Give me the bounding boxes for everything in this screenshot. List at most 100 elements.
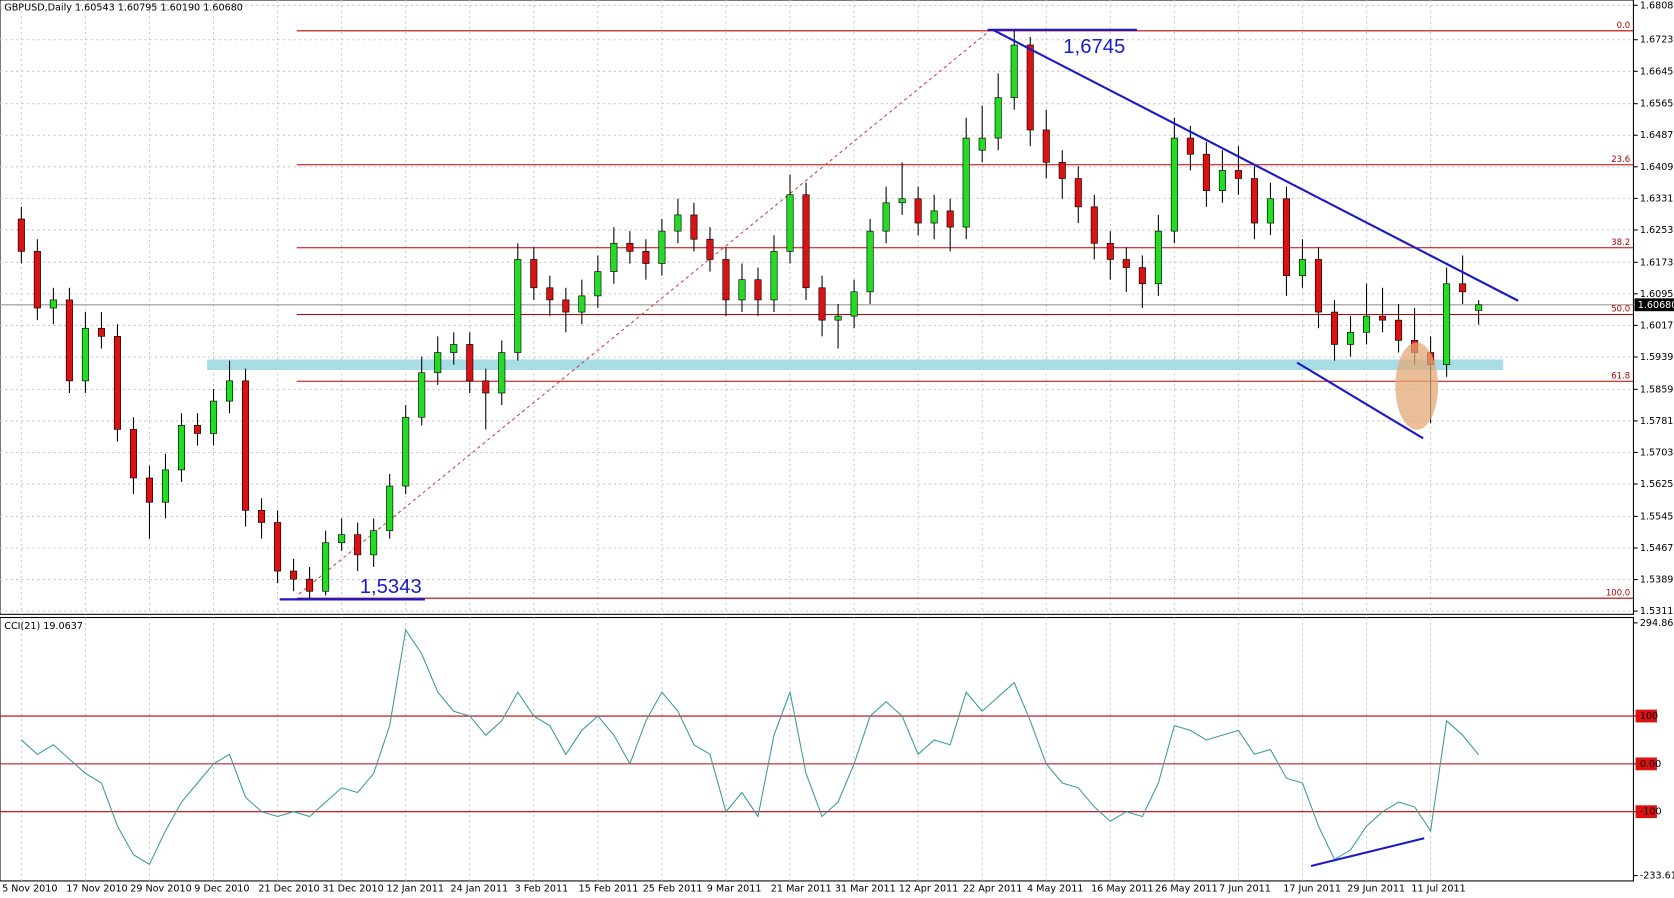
- candle-body: [754, 279, 762, 301]
- candle-body: [129, 429, 137, 479]
- x-tick-label: 4 May 2011: [1027, 883, 1083, 894]
- candle-body: [386, 485, 394, 531]
- support-band: [207, 359, 1504, 371]
- candle-body: [930, 210, 938, 224]
- x-tick-label: 15 Feb 2011: [579, 883, 639, 894]
- candle-body: [1154, 230, 1162, 285]
- highlight-ellipse: [1395, 342, 1439, 430]
- y-tick-label: -100: [1640, 807, 1662, 818]
- candle-body: [1218, 170, 1226, 191]
- y-tick-label: 0.00: [1640, 759, 1661, 770]
- lower-channel-line: [1296, 361, 1424, 440]
- candle-body: [1106, 242, 1114, 260]
- x-tick-label: 5 Nov 2010: [2, 883, 57, 894]
- level-box: [1635, 757, 1657, 771]
- fib-label: 38.2: [1611, 238, 1630, 248]
- candle-body: [209, 400, 218, 434]
- chart-title: GBPUSD,Daily 1.60543 1.60795 1.60190 1.6…: [4, 2, 243, 13]
- x-tick-label: 21 Mar 2011: [771, 883, 832, 894]
- candle-body: [722, 259, 730, 301]
- candle-body: [306, 578, 314, 592]
- candle-body: [81, 327, 89, 382]
- candle-body: [610, 242, 618, 272]
- fib-label: 0.0: [1617, 21, 1631, 31]
- y-tick-label: 1.55450: [1640, 511, 1674, 522]
- candle-body: [1266, 198, 1274, 224]
- annotation: 1,5343: [360, 576, 422, 598]
- x-tick-label: 25 Feb 2011: [643, 883, 703, 894]
- candle-body: [674, 214, 682, 232]
- y-tick-label: 1.68080: [1640, 0, 1674, 11]
- candle-body: [1443, 283, 1451, 365]
- candle-body: [274, 522, 282, 572]
- y-tick-label: 1.60170: [1640, 320, 1674, 331]
- x-tick-label: 29 Nov 2010: [130, 883, 191, 894]
- candle-body: [1042, 129, 1050, 163]
- candle-body: [658, 230, 666, 264]
- y-tick-label: 1.61730: [1640, 257, 1674, 268]
- candle-body: [978, 137, 986, 151]
- y-tick-label: -233.611: [1640, 871, 1674, 882]
- x-tick-label: 26 May 2011: [1155, 883, 1218, 894]
- y-tick-label: 1.53110: [1640, 606, 1674, 617]
- candle-body: [177, 425, 186, 471]
- x-tick-label: 29 Jun 2011: [1347, 883, 1405, 894]
- candle-body: [434, 352, 442, 374]
- candle-body: [834, 315, 842, 321]
- candle-body: [850, 291, 858, 317]
- candle-body: [1170, 137, 1178, 232]
- candle-body: [17, 218, 25, 252]
- y-tick-label: 1.53890: [1640, 575, 1674, 586]
- y-tick-label: 1.64870: [1640, 130, 1674, 141]
- candle-body: [242, 380, 250, 511]
- y-tick-label: 1.57030: [1640, 447, 1674, 458]
- candle-body: [514, 259, 522, 353]
- candle-body: [866, 230, 874, 293]
- candle-body: [290, 570, 298, 580]
- candle-body: [1250, 178, 1258, 224]
- candle-body: [322, 542, 330, 592]
- candle-body: [578, 295, 586, 313]
- candle-body: [482, 380, 490, 394]
- candle-body: [1395, 319, 1403, 341]
- cci-panel: [0, 616, 1634, 882]
- candle-body: [1475, 304, 1483, 311]
- candle-body: [1346, 331, 1355, 345]
- candle-body: [1379, 315, 1387, 321]
- y-tick-label: 1.56250: [1640, 479, 1674, 490]
- x-tick-label: 22 Apr 2011: [963, 883, 1022, 894]
- candle-body: [1282, 198, 1290, 276]
- candle-body: [1186, 137, 1194, 155]
- fib-label: 23.6: [1611, 155, 1630, 165]
- candle-body: [1058, 162, 1066, 179]
- candle-body: [594, 271, 602, 297]
- x-tick-label: 16 May 2011: [1091, 883, 1154, 894]
- candle-body: [1122, 259, 1130, 268]
- candle-body: [882, 202, 890, 232]
- candle-body: [49, 299, 57, 309]
- candle-body: [706, 238, 714, 260]
- candle-body: [562, 299, 570, 313]
- x-tick-label: 9 Dec 2010: [194, 883, 249, 894]
- candle-body: [1074, 178, 1082, 208]
- x-tick-label: 17 Nov 2010: [66, 883, 127, 894]
- trend-line: [992, 28, 1519, 302]
- candle-body: [113, 336, 121, 430]
- level-box: [1635, 805, 1657, 819]
- candle-body: [370, 530, 378, 556]
- x-tick-label: 24 Jan 2011: [451, 883, 509, 894]
- candle-body: [338, 534, 346, 544]
- fib-label: 50.0: [1611, 305, 1630, 315]
- candle-body: [450, 344, 458, 353]
- last-price-label: 1.60680: [1638, 300, 1674, 311]
- candle-body: [1298, 259, 1306, 276]
- candle-body: [1026, 44, 1034, 131]
- y-tick-label: 100: [1640, 711, 1658, 722]
- cci-line: [20, 628, 1480, 866]
- candle-body: [962, 137, 970, 228]
- x-tick-label: 9 Mar 2011: [707, 883, 762, 894]
- y-tick-label: 1.54670: [1640, 543, 1674, 554]
- candle-body: [946, 210, 954, 228]
- candle-body: [802, 194, 810, 289]
